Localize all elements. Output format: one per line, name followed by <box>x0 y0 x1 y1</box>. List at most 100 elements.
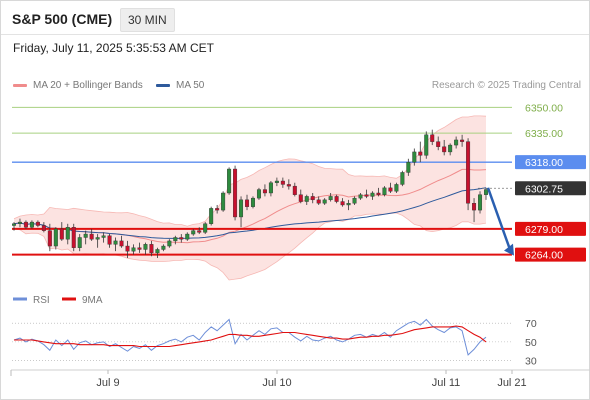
candle-body-16 <box>107 235 112 245</box>
level-label-4: 6279.00 <box>525 224 563 236</box>
candle-body-78 <box>478 194 483 211</box>
candle-body-66 <box>406 161 411 173</box>
forecast-arrow-head <box>504 243 514 256</box>
level-label-3: 6302.75 <box>525 183 563 195</box>
x-tick-label-1: Jul 10 <box>262 377 291 389</box>
candle-body-38 <box>239 199 244 218</box>
candle-body-24 <box>155 249 160 254</box>
rsi-ma-line <box>14 325 487 348</box>
candle-body-49 <box>304 196 309 202</box>
candle-body-76 <box>466 141 471 204</box>
candle-body-56 <box>346 203 351 206</box>
candle-body-21 <box>137 247 142 250</box>
candle-body-25 <box>161 245 166 250</box>
candle-body-41 <box>256 189 261 199</box>
candle-body-17 <box>113 240 118 245</box>
candle-body-65 <box>400 172 405 185</box>
candle-body-19 <box>125 245 130 252</box>
level-label-0: 6350.00 <box>525 102 563 114</box>
bollinger-band <box>14 115 486 281</box>
level-label-2: 6318.00 <box>525 157 563 169</box>
candle-body-45 <box>280 180 285 185</box>
candle-body-37 <box>233 168 238 218</box>
candle-body-60 <box>370 192 375 197</box>
candle-body-27 <box>173 237 178 242</box>
candle-body-12 <box>83 233 88 238</box>
candle-body-6 <box>47 230 52 247</box>
candle-body-20 <box>131 247 136 252</box>
chart-datetime: Friday, July 11, 2025 5:35:53 AM CET <box>13 41 214 55</box>
rsi-tick-0: 70 <box>525 318 537 330</box>
candle-body-33 <box>209 208 214 224</box>
candle-body-48 <box>298 194 303 202</box>
candle-body-74 <box>454 139 459 146</box>
candle-body-8 <box>59 228 64 240</box>
candle-body-61 <box>376 192 381 195</box>
candle-body-77 <box>472 203 477 211</box>
candle-body-15 <box>101 235 106 238</box>
candle-body-73 <box>448 144 453 153</box>
candle-body-14 <box>95 237 100 240</box>
candle-body-59 <box>364 194 369 197</box>
candle-body-67 <box>412 151 417 163</box>
level-label-bg-3 <box>515 181 586 196</box>
forecast-arrow-shaft <box>486 187 512 251</box>
timeframe-button[interactable]: 30 MIN <box>120 8 175 32</box>
candle-body-30 <box>191 230 196 235</box>
candle-body-50 <box>310 196 315 201</box>
x-tick-label-3: Jul 21 <box>497 377 526 389</box>
candle-body-63 <box>388 187 393 192</box>
candle-body-57 <box>352 197 357 204</box>
candle-body-3 <box>29 221 34 228</box>
level-label-bg-5 <box>515 247 586 262</box>
candle-body-68 <box>418 151 423 156</box>
rsi-tick-2: 30 <box>525 356 537 368</box>
candle-body-53 <box>328 196 333 201</box>
candle-body-4 <box>35 221 40 226</box>
candle-body-22 <box>143 244 148 250</box>
candle-body-39 <box>245 199 250 207</box>
candle-body-23 <box>149 244 154 254</box>
candle-body-47 <box>292 185 297 195</box>
candle-body-7 <box>53 228 58 247</box>
candle-body-31 <box>197 230 202 233</box>
candle-body-64 <box>394 184 399 192</box>
rsi-tick-1: 50 <box>525 337 537 349</box>
candle-body-9 <box>65 227 70 240</box>
candle-body-79 <box>484 189 488 195</box>
candle-body-11 <box>77 237 82 248</box>
candle-body-42 <box>262 189 267 194</box>
candle-body-55 <box>340 201 345 206</box>
candle-body-26 <box>167 240 172 247</box>
candle-body-72 <box>442 146 447 153</box>
candle-body-35 <box>221 192 226 211</box>
legend-ma20: MA 20 + Bollinger Bands <box>13 80 143 91</box>
level-label-bg-4 <box>515 221 586 236</box>
ma50-line <box>13 187 487 239</box>
candle-body-69 <box>424 134 429 156</box>
ma20-label: MA 20 + Bollinger Bands <box>33 80 143 91</box>
candle-body-71 <box>436 141 441 147</box>
level-label-5: 6264.00 <box>525 250 563 262</box>
rsi-line <box>13 318 487 356</box>
instrument-title: S&P 500 (CME) <box>12 11 113 27</box>
chart-header: S&P 500 (CME) 30 MIN <box>1 1 589 35</box>
candle-body-2 <box>23 221 28 228</box>
x-tick-label-0: Jul 9 <box>96 377 119 389</box>
candle-body-34 <box>215 208 220 211</box>
candle-body-54 <box>334 196 339 202</box>
candle-body-46 <box>286 184 291 187</box>
ma50-swatch <box>156 83 170 87</box>
candle-body-44 <box>274 180 279 183</box>
candle-body-1 <box>17 221 22 224</box>
ma20-swatch <box>13 83 27 87</box>
candle-body-29 <box>185 233 190 240</box>
candle-body-58 <box>358 194 363 199</box>
candle-body-13 <box>89 233 94 240</box>
candle-body-40 <box>250 197 255 207</box>
candle-body-52 <box>322 199 327 204</box>
legend-ma50: MA 50 <box>156 80 204 91</box>
x-tick-label-2: Jul 11 <box>432 377 461 389</box>
candle-body-18 <box>119 240 124 247</box>
